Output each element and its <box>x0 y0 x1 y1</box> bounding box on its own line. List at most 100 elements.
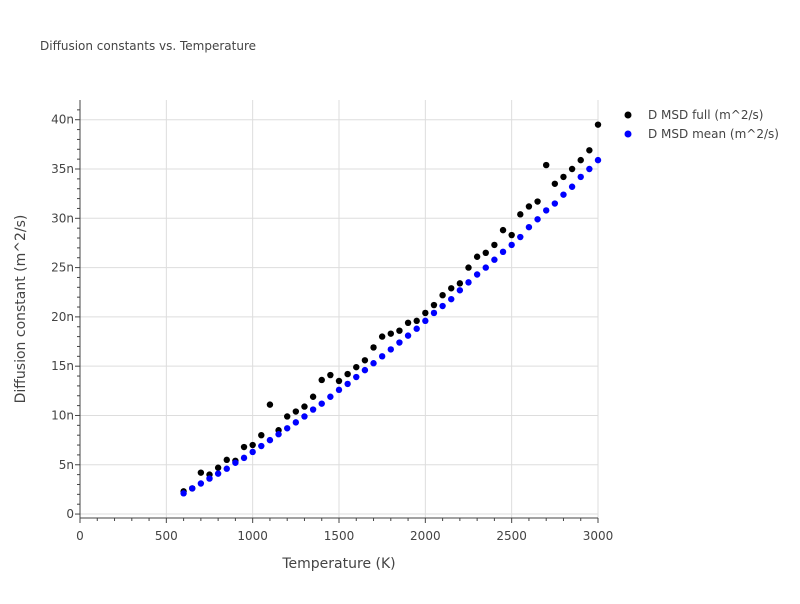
data-point <box>214 464 222 471</box>
legend-item[interactable]: D MSD mean (m^2/s) <box>624 127 779 141</box>
series-1 <box>180 121 602 495</box>
data-point <box>387 346 394 353</box>
data-point <box>525 223 533 231</box>
data-point <box>508 231 515 239</box>
data-point <box>430 309 438 317</box>
data-point <box>396 339 403 346</box>
data-point <box>534 198 541 205</box>
data-point <box>275 431 282 438</box>
y-tick-label: 10n <box>51 408 74 422</box>
data-point <box>465 279 472 286</box>
data-point <box>551 200 559 207</box>
x-axis-title: Temperature (K) <box>281 556 395 572</box>
data-point <box>335 377 343 385</box>
data-point <box>543 207 550 214</box>
data-point <box>534 216 541 223</box>
y-axis-title: Diffusion constant (m^2/s) <box>13 215 29 404</box>
data-point <box>258 442 265 450</box>
series-2 <box>180 156 602 497</box>
x-tick-label: 3000 <box>583 529 614 543</box>
data-point <box>249 441 256 449</box>
data-point <box>292 419 300 426</box>
data-point <box>560 173 567 181</box>
data-point <box>180 490 187 497</box>
data-point <box>309 406 317 413</box>
x-tick-label: 0 <box>76 529 84 543</box>
chart-title: Diffusion constants vs. Temperature <box>40 39 256 53</box>
grid <box>80 100 599 518</box>
y-tick-label: 25n <box>51 261 74 275</box>
data-point <box>456 280 464 287</box>
data-point <box>482 249 489 257</box>
data-point <box>197 480 205 487</box>
data-point <box>473 271 481 278</box>
x-tick-label: 2500 <box>496 529 527 543</box>
data-point <box>577 156 584 164</box>
data-point <box>249 448 256 456</box>
data-point <box>413 317 420 325</box>
data-point <box>491 256 498 263</box>
data-point <box>206 475 213 482</box>
data-point <box>284 413 291 420</box>
legend-marker <box>624 130 632 138</box>
data-point <box>387 330 394 337</box>
data-point <box>448 285 455 292</box>
data-point <box>284 425 291 432</box>
y-tick-label: 30n <box>51 211 74 225</box>
x-tick-label: 1500 <box>324 529 355 543</box>
legend-item[interactable]: D MSD full (m^2/s) <box>624 108 764 122</box>
data-point <box>560 191 567 198</box>
data-point <box>301 413 308 420</box>
data-point <box>353 373 360 381</box>
data-point <box>482 264 489 271</box>
data-point <box>361 357 369 364</box>
data-point <box>517 211 524 218</box>
data-point <box>396 327 403 334</box>
data-point <box>404 319 412 327</box>
data-point <box>327 371 334 379</box>
ticks: 0 500 1000 1500 2000 2500 3000 0 5n 10n 15n 20n 25n 3… <box>51 109 614 543</box>
data-point <box>586 165 593 173</box>
data-point <box>456 287 464 294</box>
data-point <box>318 400 325 407</box>
data-point <box>189 485 196 492</box>
data-point <box>266 401 274 408</box>
legend-marker <box>624 111 632 119</box>
data-point <box>586 147 593 154</box>
data-point <box>439 302 446 310</box>
data-point <box>448 295 455 303</box>
y-tick-label: 40n <box>51 113 74 127</box>
data-point <box>439 291 446 299</box>
data-point <box>404 332 412 339</box>
y-tick-label: 20n <box>51 310 74 324</box>
data-point <box>378 333 386 340</box>
x-tick-label: 500 <box>155 529 178 543</box>
data-point <box>214 470 222 477</box>
data-point <box>344 370 351 378</box>
data-point <box>353 363 360 371</box>
legend[interactable]: D MSD full (m^2/s) D MSD mean (m^2/s) <box>624 108 779 141</box>
data-point <box>422 317 429 325</box>
data-point <box>517 233 524 241</box>
data-point <box>499 226 507 234</box>
data-point <box>551 180 559 187</box>
data-point <box>292 408 300 415</box>
y-tick-label: 5n <box>59 458 74 472</box>
data-point <box>240 454 248 462</box>
data-point <box>594 156 602 164</box>
data-point <box>309 393 317 400</box>
x-tick-label: 1000 <box>237 529 268 543</box>
data-point <box>499 248 507 256</box>
data-point <box>301 403 308 410</box>
data-point <box>378 353 386 360</box>
data-point <box>223 456 230 464</box>
data-point <box>422 309 429 317</box>
data-point <box>318 376 325 384</box>
data-point <box>465 264 472 271</box>
data-point <box>413 325 420 332</box>
data-point <box>430 301 438 309</box>
data-point <box>543 161 550 169</box>
data-point <box>335 386 343 394</box>
data-point <box>508 241 515 249</box>
